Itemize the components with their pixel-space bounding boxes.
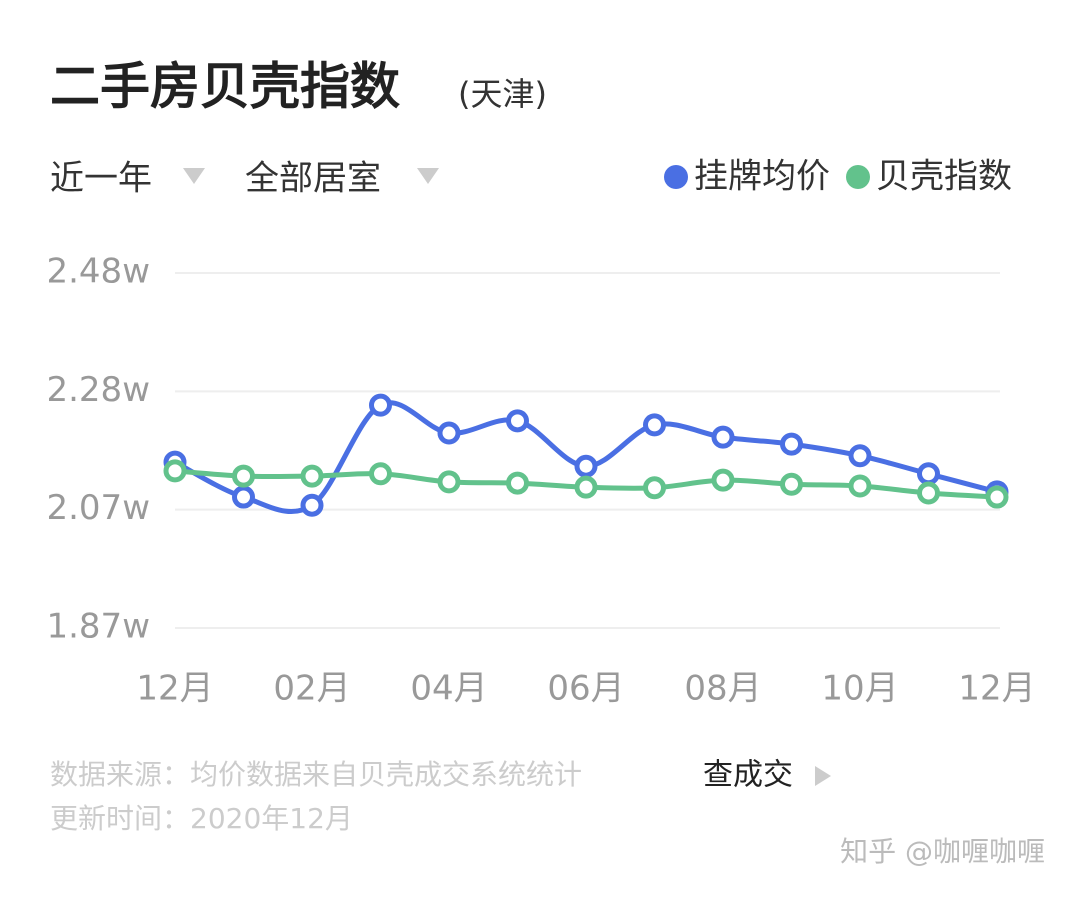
point (574, 475, 598, 499)
link-arrow[interactable] (815, 766, 831, 786)
chart-subtitle: (天津) (458, 75, 547, 113)
x-tick-label: 10月 (821, 669, 898, 709)
legend-label: 贝壳指数 (876, 157, 1012, 197)
y-tick-label: 2.48w (46, 252, 150, 292)
point (506, 471, 529, 495)
dropdown-arrow[interactable] (183, 168, 205, 184)
point (917, 481, 940, 505)
point (643, 476, 666, 500)
x-tick-label: 02月 (273, 669, 350, 709)
point (437, 421, 461, 445)
x-tick-label: 12月 (136, 669, 213, 709)
watermark: 知乎 @咖喱咖喱 (840, 835, 1045, 868)
link[interactable]: 查成交 (703, 758, 831, 793)
point (780, 432, 803, 456)
point (232, 485, 255, 509)
point (711, 425, 735, 449)
update-time: 更新时间：2020年12月 (50, 802, 353, 835)
point (163, 459, 187, 483)
point (574, 454, 598, 478)
legend-label: 挂牌均价 (694, 157, 830, 197)
filter-dropdown[interactable]: 近一年 (50, 159, 205, 199)
point (506, 409, 529, 433)
filter-dropdown[interactable]: 全部居室 (245, 159, 439, 199)
chart-title: 二手房贝壳指数 (50, 58, 400, 116)
point (985, 485, 1009, 509)
point (711, 468, 735, 492)
filter-label[interactable]: 全部居室 (245, 159, 381, 199)
x-tick-label: 08月 (684, 669, 761, 709)
point (848, 444, 872, 468)
data-source: 数据来源：均价数据来自贝壳成交系统统计 (50, 758, 582, 791)
point (369, 462, 392, 486)
y-tick-label: 1.87w (46, 607, 150, 647)
y-tick-label: 2.28w (46, 370, 150, 410)
legend-marker (846, 165, 870, 189)
point (369, 393, 392, 417)
point (437, 470, 461, 494)
dropdown-arrow[interactable] (417, 168, 439, 184)
y-tick-label: 2.07w (46, 488, 150, 528)
x-tick-label: 06月 (547, 669, 624, 709)
point (780, 472, 803, 496)
point (300, 493, 324, 517)
legend-marker (664, 165, 688, 189)
point (300, 464, 324, 488)
filter-label[interactable]: 近一年 (50, 159, 152, 199)
point (848, 474, 872, 498)
link-text[interactable]: 查成交 (703, 758, 793, 793)
x-tick-label: 04月 (410, 669, 487, 709)
point (643, 413, 666, 437)
point (232, 464, 255, 488)
point (917, 462, 940, 486)
x-tick-label: 12月 (958, 669, 1035, 709)
